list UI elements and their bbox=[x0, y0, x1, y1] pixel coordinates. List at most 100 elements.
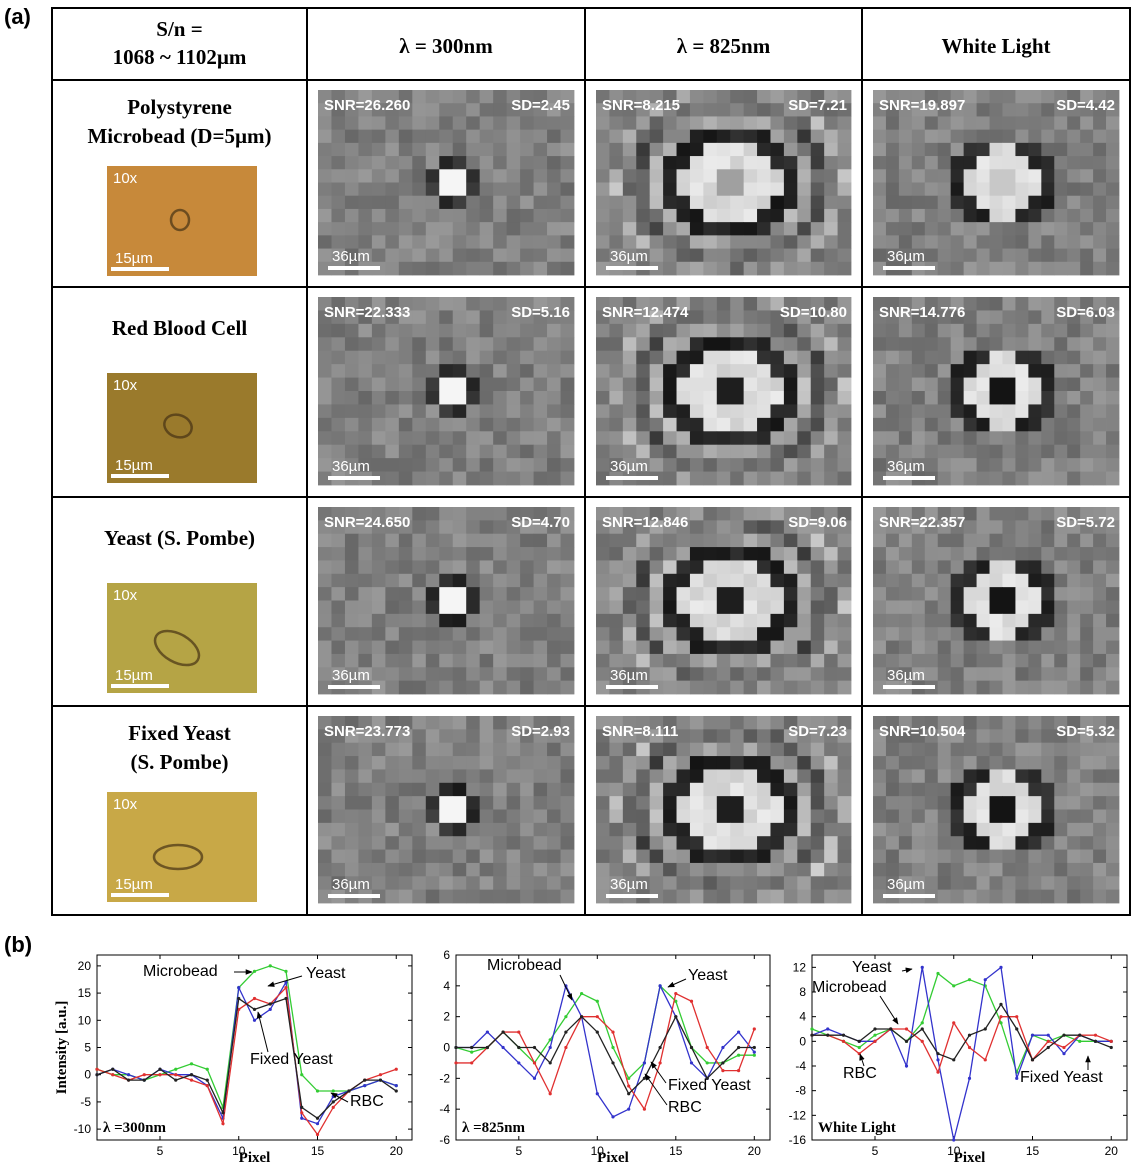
pixel bbox=[925, 863, 938, 877]
pixel bbox=[1080, 391, 1093, 405]
data-point bbox=[596, 1000, 599, 1003]
pixel bbox=[938, 249, 951, 263]
pixel bbox=[596, 130, 610, 144]
pixel bbox=[399, 890, 413, 904]
pixel bbox=[520, 324, 534, 338]
pixel bbox=[925, 337, 938, 351]
pixel bbox=[426, 458, 440, 472]
data-point bbox=[143, 1079, 146, 1082]
pixel bbox=[385, 156, 399, 170]
pixel bbox=[480, 378, 494, 392]
pixel bbox=[439, 458, 453, 472]
pixel bbox=[730, 547, 744, 561]
pixel bbox=[561, 143, 575, 157]
pixel bbox=[1080, 130, 1093, 144]
pixel bbox=[650, 574, 664, 588]
pixel bbox=[938, 391, 951, 405]
pixel bbox=[838, 587, 852, 601]
pixel bbox=[1054, 143, 1067, 157]
pixel bbox=[1002, 641, 1015, 655]
pixel bbox=[650, 324, 664, 338]
pixel bbox=[609, 324, 623, 338]
pixel bbox=[480, 823, 494, 837]
pixel bbox=[650, 587, 664, 601]
pixel bbox=[690, 534, 704, 548]
pixel bbox=[703, 116, 717, 130]
pixel bbox=[977, 130, 990, 144]
pixel bbox=[964, 863, 977, 877]
pixel bbox=[912, 743, 925, 757]
data-point bbox=[95, 1073, 98, 1076]
pixel bbox=[1028, 310, 1041, 324]
pixel bbox=[493, 337, 507, 351]
pixel bbox=[609, 364, 623, 378]
pixel bbox=[770, 404, 784, 418]
pixel bbox=[912, 769, 925, 783]
sd-label: SD=5.72 bbox=[1056, 514, 1115, 531]
pixel bbox=[757, 249, 771, 263]
pixel bbox=[912, 404, 925, 418]
pixel bbox=[1067, 890, 1080, 904]
pixel bbox=[784, 351, 798, 365]
pixel bbox=[466, 667, 480, 681]
pixel bbox=[385, 431, 399, 445]
pixel bbox=[520, 431, 534, 445]
pixel bbox=[623, 641, 637, 655]
pixel bbox=[493, 472, 507, 486]
pixel bbox=[609, 235, 623, 249]
pixel bbox=[547, 783, 561, 797]
pixel bbox=[797, 863, 811, 877]
pixel bbox=[399, 249, 413, 263]
pixel bbox=[690, 169, 704, 183]
pixel bbox=[623, 324, 637, 338]
pixel bbox=[1067, 472, 1080, 486]
pixel bbox=[1067, 627, 1080, 641]
pixel bbox=[507, 337, 521, 351]
pixel bbox=[977, 235, 990, 249]
pixel bbox=[938, 836, 951, 850]
pixel bbox=[493, 103, 507, 117]
pixel bbox=[385, 743, 399, 757]
scale-label: 36µm bbox=[610, 667, 648, 684]
pixel bbox=[1067, 743, 1080, 757]
pixel bbox=[650, 235, 664, 249]
pixel bbox=[385, 445, 399, 459]
pixel bbox=[990, 90, 1003, 104]
pixel bbox=[663, 641, 677, 655]
pixel bbox=[938, 681, 951, 695]
pixel bbox=[1080, 667, 1093, 681]
pixel bbox=[358, 364, 372, 378]
data-point bbox=[674, 1015, 677, 1018]
pixel bbox=[677, 169, 691, 183]
data-point bbox=[332, 1089, 335, 1092]
pixel bbox=[636, 418, 650, 432]
pixel bbox=[757, 378, 771, 392]
pixel bbox=[964, 324, 977, 338]
pixel bbox=[609, 823, 623, 837]
pixel bbox=[609, 209, 623, 223]
pixel bbox=[744, 681, 758, 695]
pixel bbox=[1106, 262, 1119, 276]
pixel bbox=[663, 667, 677, 681]
pixel bbox=[507, 560, 521, 574]
pixel bbox=[650, 431, 664, 445]
scale-bar bbox=[111, 684, 169, 688]
pixel bbox=[925, 654, 938, 668]
pixel bbox=[1041, 627, 1054, 641]
pixel bbox=[1080, 183, 1093, 197]
pixel bbox=[1002, 431, 1015, 445]
pixel bbox=[547, 222, 561, 236]
pixel bbox=[912, 351, 925, 365]
pixel bbox=[561, 890, 575, 904]
pixel bbox=[717, 601, 731, 615]
pixel bbox=[912, 783, 925, 797]
pixel bbox=[899, 169, 912, 183]
pixel bbox=[1067, 351, 1080, 365]
pixel bbox=[951, 560, 964, 574]
pixel bbox=[596, 863, 610, 877]
pixel bbox=[964, 729, 977, 743]
pixel bbox=[318, 601, 332, 615]
pixel bbox=[1002, 364, 1015, 378]
pixel bbox=[385, 262, 399, 276]
pixel bbox=[547, 863, 561, 877]
